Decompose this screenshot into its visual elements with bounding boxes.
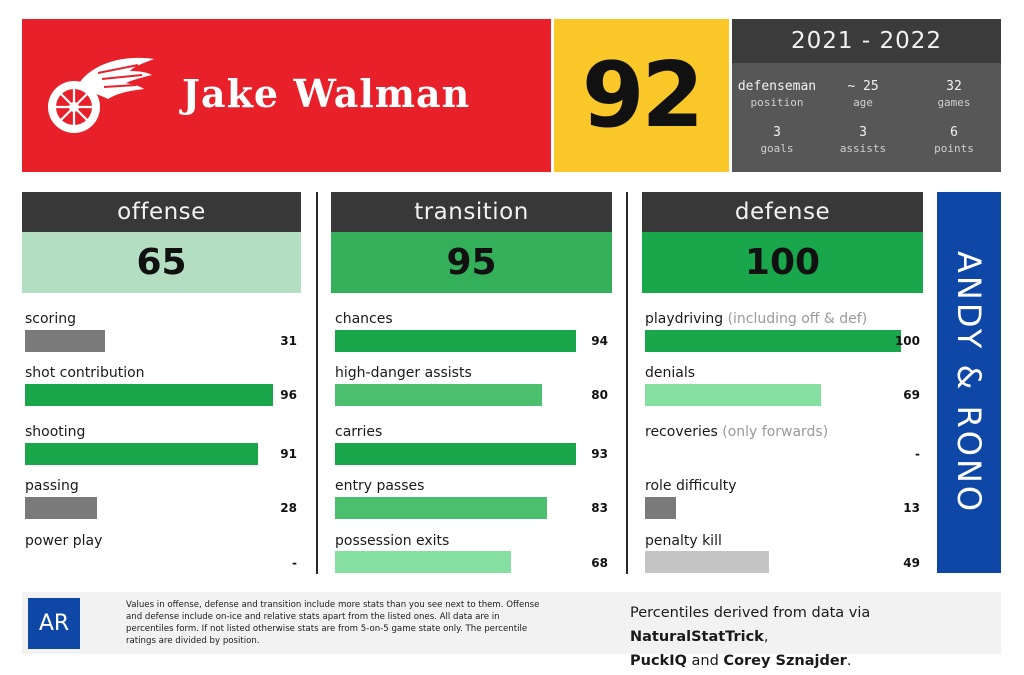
footer-note: Values in offense, defense and transitio… <box>126 600 540 646</box>
offense-score: 65 <box>22 232 301 293</box>
stat-value-scoring: 31 <box>280 334 297 348</box>
info-goals: 3 goals <box>760 125 794 155</box>
stat-label-playdriving: playdriving (including off & def) <box>645 311 868 327</box>
stat-label-recoveries: recoveries (only forwards) <box>645 424 829 440</box>
stat-value-entry-passes: 83 <box>591 501 608 515</box>
transition-score: 95 <box>331 232 612 293</box>
stat-label-carries: carries <box>335 424 383 440</box>
offense-title: offense <box>22 192 301 232</box>
header-name-panel: Jake Walman <box>22 19 551 172</box>
info-age: ~ 25 age <box>847 79 879 109</box>
stat-label-shooting: shooting <box>25 424 86 440</box>
stat-bar-carries <box>335 443 576 465</box>
stat-bar-chances <box>335 330 576 352</box>
stat-bar-passing <box>25 497 97 519</box>
stat-value-passing: 28 <box>280 501 297 515</box>
stat-label-chances: chances <box>335 311 393 327</box>
stat-value-playdriving: 100 <box>894 334 920 348</box>
stat-label-high-danger-assists: high-danger assists <box>335 365 472 381</box>
stat-label-shot-contribution: shot contribution <box>25 365 145 381</box>
stat-bar-denials <box>645 384 821 406</box>
stat-label-role-difficulty: role difficulty <box>645 478 737 494</box>
player-info-panel: 2021 - 2022 defenseman position ~ 25 age… <box>732 19 1001 172</box>
stat-label-possession-exits: possession exits <box>335 533 450 549</box>
stat-value-role-difficulty: 13 <box>903 501 920 515</box>
stat-label-scoring: scoring <box>25 311 76 327</box>
winged-wheel-icon <box>48 57 154 133</box>
stat-value-possession-exits: 68 <box>591 556 608 570</box>
divider <box>316 192 318 574</box>
side-brand: ANDY & RONO <box>937 192 1001 573</box>
stat-bar-entry-passes <box>335 497 547 519</box>
info-position: defenseman position <box>737 79 817 109</box>
transition-title: transition <box>331 192 612 232</box>
ar-logo: AR <box>28 598 80 649</box>
stat-bar-playdriving <box>645 330 901 352</box>
stat-bar-shooting <box>25 443 258 465</box>
player-name: Jake Walman <box>182 71 471 116</box>
jersey-number: 92 <box>581 43 704 148</box>
stat-value-penalty-kill: 49 <box>903 556 920 570</box>
stat-label-entry-passes: entry passes <box>335 478 425 494</box>
stat-label-power-play: power play <box>25 533 103 549</box>
stat-value-chances: 94 <box>591 334 608 348</box>
footer-credit: Percentiles derived from data via Natura… <box>630 605 871 669</box>
stat-label-penalty-kill: penalty kill <box>645 533 722 549</box>
stat-value-shooting: 91 <box>280 447 297 461</box>
season: 2021 - 2022 <box>732 19 1001 63</box>
stat-bar-possession-exits <box>335 551 511 573</box>
stat-bar-high-danger-assists <box>335 384 542 406</box>
stat-value-denials: 69 <box>903 388 920 402</box>
stat-value-recoveries: - <box>915 447 920 461</box>
stat-bar-role-difficulty <box>645 497 676 519</box>
stat-value-power-play: - <box>292 556 297 570</box>
stat-value-shot-contribution: 96 <box>280 388 297 402</box>
stat-bar-scoring <box>25 330 105 352</box>
info-games: 32 games <box>937 79 971 109</box>
defense-score: 100 <box>642 232 923 293</box>
info-points: 6 points <box>934 125 974 155</box>
jersey-number-panel: 92 <box>554 19 729 172</box>
side-brand-text: ANDY & RONO <box>950 250 988 515</box>
defense-title: defense <box>642 192 923 232</box>
stat-value-carries: 93 <box>591 447 608 461</box>
stat-label-denials: denials <box>645 365 696 381</box>
stat-bar-shot-contribution <box>25 384 273 406</box>
stat-label-passing: passing <box>25 478 79 494</box>
divider <box>626 192 628 574</box>
stat-bar-penalty-kill <box>645 551 769 573</box>
info-assists: 3 assists <box>839 125 887 155</box>
footer: AR Values in offense, defense and transi… <box>22 592 1001 669</box>
stat-value-high-danger-assists: 80 <box>591 388 608 402</box>
